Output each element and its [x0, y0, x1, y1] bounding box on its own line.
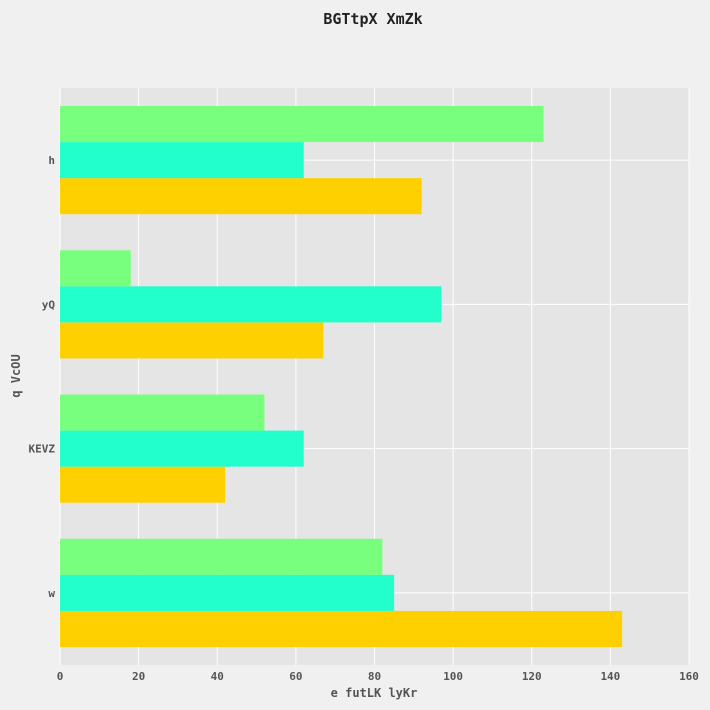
tick-labels: 0 20 40 60 80 100 120 140 160 w KEVZ yQ h [29, 154, 699, 683]
bar [60, 322, 324, 359]
x-tick-label: 80 [368, 670, 381, 683]
y-tick-label: KEVZ [29, 443, 56, 456]
bars [60, 106, 623, 647]
x-tick-label: 160 [679, 670, 699, 683]
y-tick-label: h [48, 154, 55, 167]
bar [60, 610, 623, 647]
bar [60, 394, 265, 431]
x-tick-label: 120 [522, 670, 542, 683]
bar [60, 106, 544, 143]
bar [60, 538, 383, 575]
x-tick-label: 140 [600, 670, 620, 683]
bar [60, 286, 442, 323]
x-tick-label: 0 [57, 670, 64, 683]
bar [60, 250, 131, 287]
x-tick-label: 20 [132, 670, 145, 683]
x-axis-label: e futLK lyKr [331, 686, 418, 700]
x-tick-label: 100 [443, 670, 463, 683]
bar [60, 574, 395, 611]
bar [60, 466, 226, 503]
bar [60, 430, 304, 467]
bar [60, 142, 304, 179]
y-axis-label: q VcOU [9, 354, 23, 397]
x-tick-label: 40 [211, 670, 224, 683]
bar [60, 178, 422, 215]
chart-title: BGTtpX XmZk [323, 10, 422, 28]
y-tick-label: w [48, 587, 55, 600]
x-tick-label: 60 [289, 670, 302, 683]
y-tick-label: yQ [42, 298, 56, 311]
